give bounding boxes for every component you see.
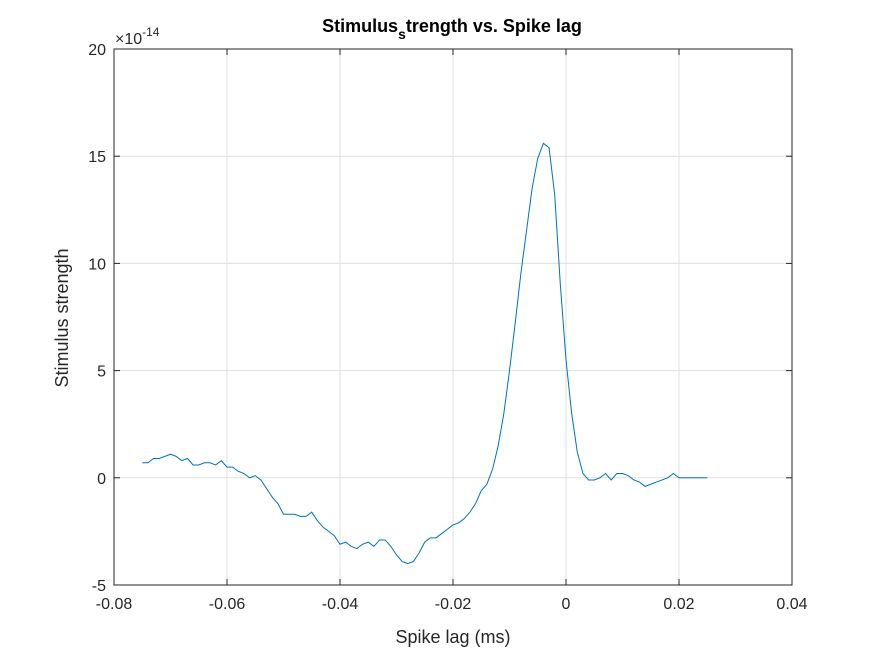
y-tick-label: 5	[97, 364, 106, 381]
x-axis-label: Spike lag (ms)	[395, 627, 510, 647]
x-tick-label: -0.06	[209, 596, 246, 613]
y-axis-label: Stimulus strength	[52, 248, 72, 387]
series	[142, 142, 708, 565]
x-tick-label: 0.02	[663, 596, 694, 613]
x-tick-label: -0.02	[435, 596, 472, 613]
x-tick-label: -0.04	[322, 596, 359, 613]
ticks: -0.08 -0.06 -0.04 -0.02 0 0.02 0.04 -5 0 5 10 15 20	[88, 42, 807, 613]
y-exponent-base: ×10	[115, 31, 142, 48]
chart-title-rest: trength vs. Spike lag	[406, 16, 582, 36]
x-tick-label: 0	[562, 596, 571, 613]
y-tick-label: 10	[88, 256, 106, 273]
chart-title-subscript: s	[398, 26, 406, 42]
y-tick-label: -5	[92, 578, 106, 595]
chart-title-main: Stimulus	[322, 16, 398, 36]
y-tick-label: 20	[88, 42, 106, 59]
x-tick-label: 0.04	[776, 596, 807, 613]
y-exponent-label: ×10-14	[115, 25, 160, 48]
y-tick-label: 0	[97, 471, 106, 488]
y-tick-label: 15	[88, 149, 106, 166]
chart-title: Stimulusstrength vs. Spike lag	[322, 16, 582, 42]
y-exponent-power: -14	[142, 25, 160, 39]
series-line	[142, 142, 708, 565]
x-tick-label: -0.08	[96, 596, 133, 613]
